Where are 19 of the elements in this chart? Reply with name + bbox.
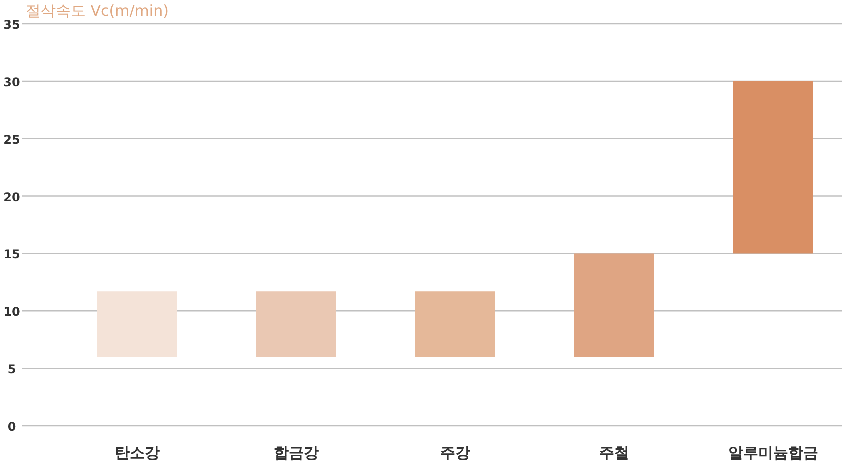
y-tick-label: 20 [4,190,20,204]
x-tick-label: 탄소강 [115,444,160,462]
y-tick-label: 10 [4,305,20,320]
y-tick-label: 0 [8,420,16,434]
bar [256,292,336,358]
x-tick-label: 주철 [600,444,630,462]
bar [416,292,496,358]
y-tick-label: 35 [4,18,20,32]
y-tick-label: 5 [8,362,16,377]
y-tick-label: 15 [4,248,20,262]
y-axis-title: 절삭속도 Vc(m/min) [26,2,169,20]
x-tick-label: 합금강 [274,444,319,462]
y-tick-label: 25 [4,132,20,147]
y-tick-label: 30 [4,75,20,90]
bar [574,254,654,358]
x-tick-label: 알루미늄합금 [728,444,818,462]
bar [98,292,178,358]
bar [734,81,814,254]
x-tick-label: 주강 [440,444,470,462]
